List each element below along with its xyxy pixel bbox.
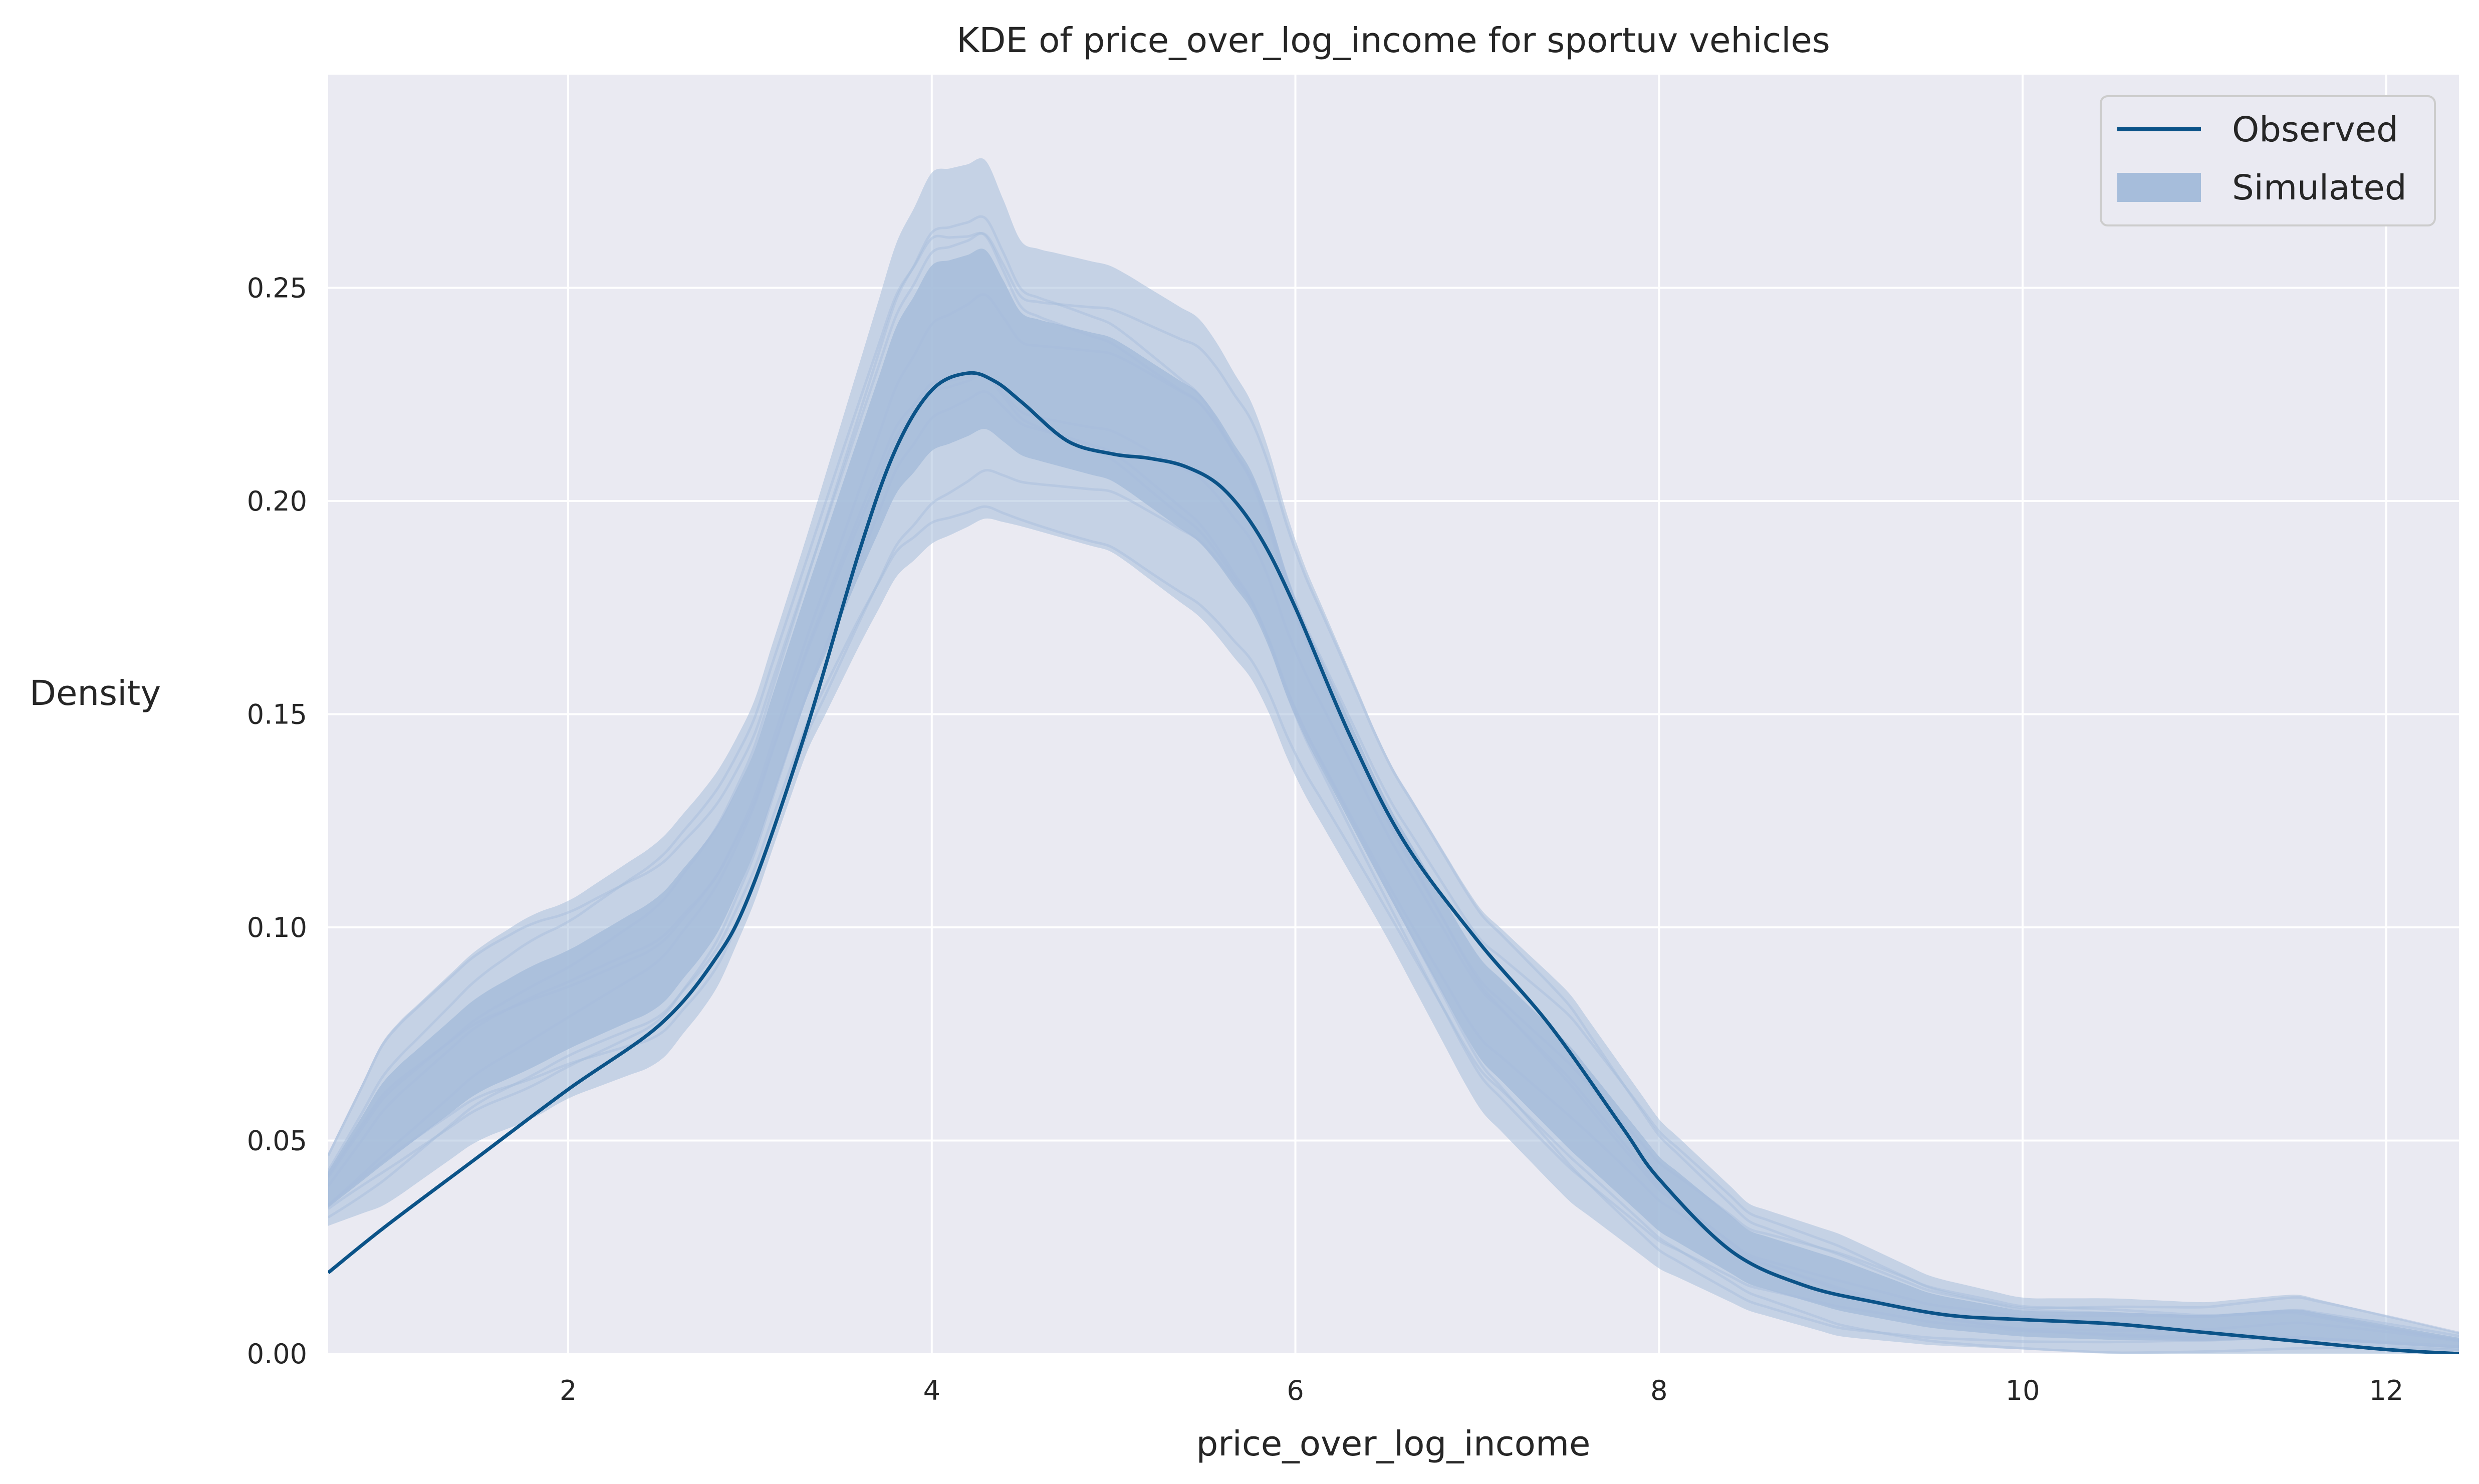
simulated-layer [328,158,2459,1354]
chart-title: KDE of price_over_log_income for sportuv… [956,21,1830,61]
legend-simulated-label: Simulated [2232,168,2407,208]
observed-line [328,371,2459,1354]
simulated-curve [328,231,2459,1338]
simulated-curve [328,232,2459,1334]
simulated-curve [328,505,2459,1354]
x-tick-label: 12 [2369,1375,2403,1406]
x-tick-label: 4 [923,1375,940,1406]
y-tick-label: 0.10 [247,912,307,943]
y-tick-label: 0.20 [247,485,307,517]
x-tick-label: 6 [1287,1375,1304,1406]
simulated-curve [328,469,2459,1350]
simulated-curve [328,390,2459,1352]
legend-observed-label: Observed [2232,110,2398,150]
legend: Observed Simulated [2100,95,2436,226]
simulated-curve [328,373,2459,1343]
y-axis-label: Density [30,673,161,713]
y-tick-label: 0.25 [247,273,307,304]
x-tick-label: 2 [560,1375,577,1406]
y-tick-label: 0.05 [247,1125,307,1157]
y-tick-label: 0.00 [247,1338,307,1370]
y-tick-label: 0.15 [247,699,307,730]
simulated-curve [328,372,2459,1348]
observed-layer [328,371,2459,1354]
simulated-curve [328,215,2459,1342]
x-axis-label: price_over_log_income [1196,1424,1591,1464]
x-tick-label: 10 [2006,1375,2040,1406]
x-tick-label: 8 [1650,1375,1667,1406]
legend-simulated-swatch [2117,173,2201,202]
y-tick-labels: 0.00 0.05 0.10 0.15 0.20 0.25 [247,273,307,1370]
x-tick-labels: 2 4 6 8 10 12 [560,1375,2403,1406]
simulated-band-core [328,249,2459,1349]
